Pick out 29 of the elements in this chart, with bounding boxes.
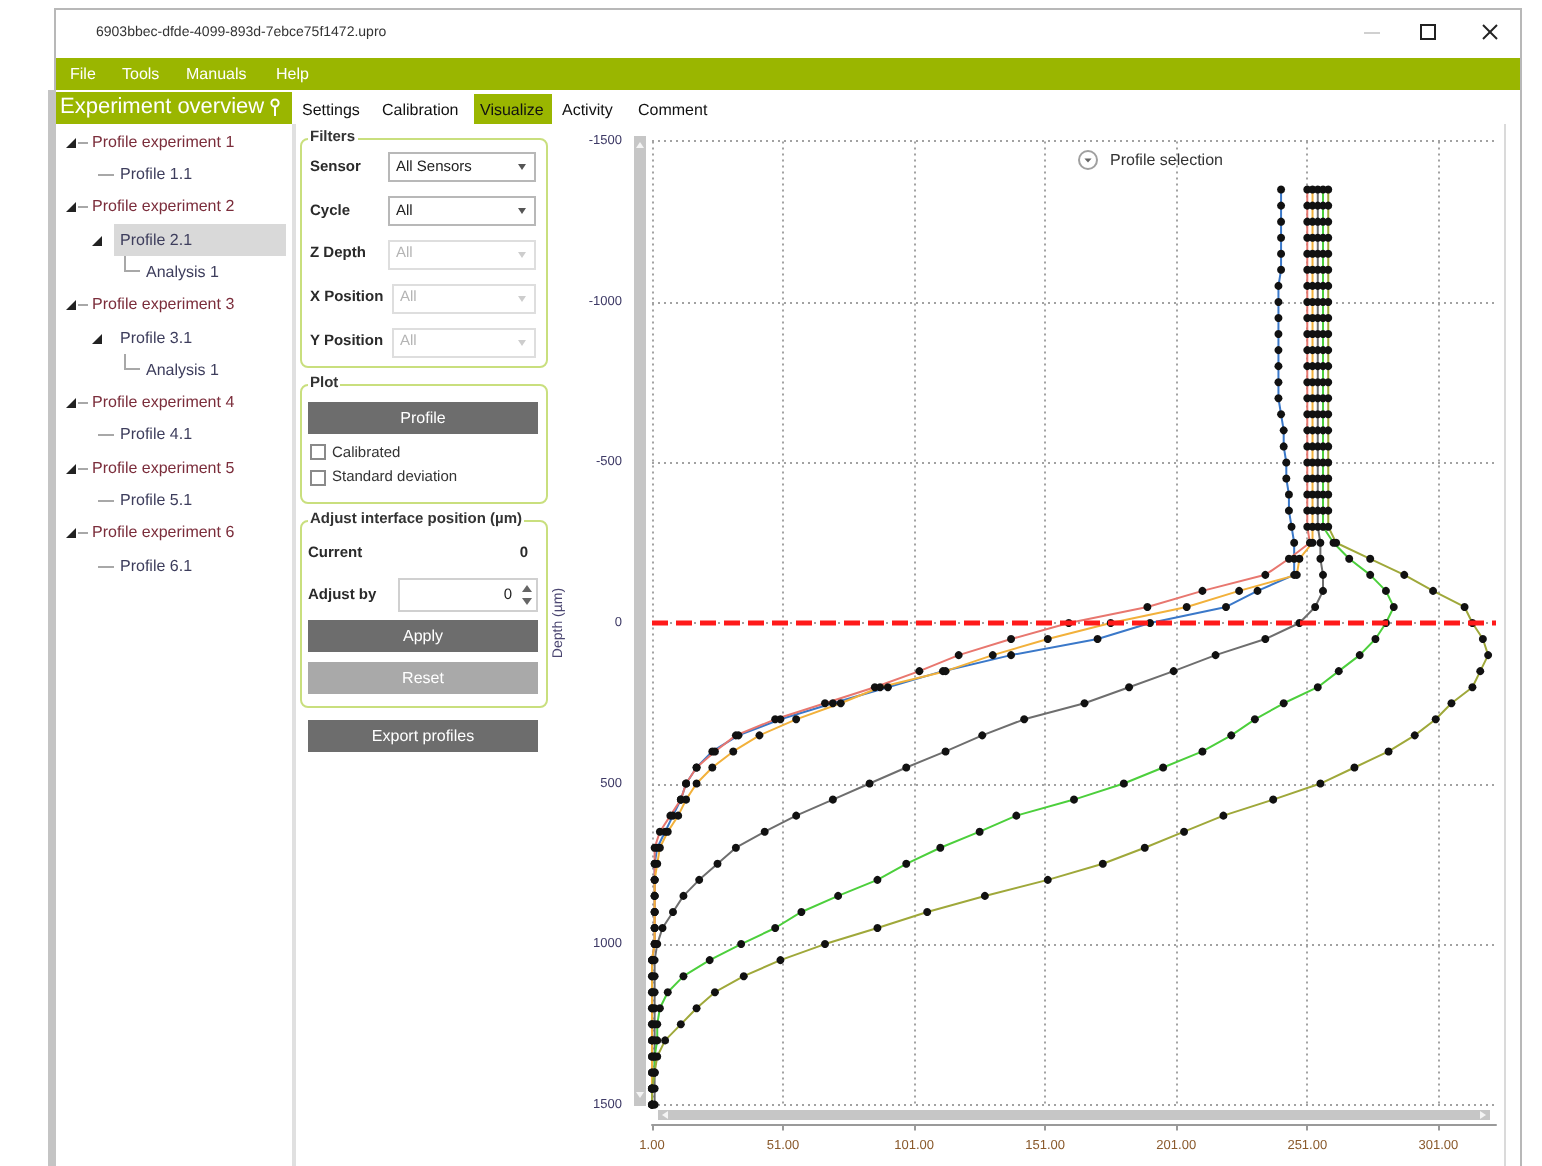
text: Visualize	[480, 100, 544, 120]
text: Comment	[638, 100, 708, 120]
text: Profile experiment 4	[92, 393, 235, 412]
text: Profile 5.1	[120, 490, 193, 510]
text: Manuals	[186, 64, 247, 84]
text: Tools	[122, 64, 160, 84]
text: Reset	[402, 668, 444, 688]
text: Profile 3.1	[120, 327, 193, 347]
text: Apply	[402, 626, 444, 646]
text: Profile experiment 6	[92, 523, 235, 542]
text: Experiment overview	[60, 95, 265, 121]
text: Settings	[302, 100, 360, 120]
text: Profile experiment 3	[92, 295, 235, 314]
text: Export profiles	[371, 725, 475, 745]
text: Profile experiment 1	[92, 132, 235, 151]
text: Profile 2.1	[120, 230, 193, 249]
text: Profile experiment 5	[92, 458, 235, 477]
text: Calibration	[382, 100, 459, 120]
text: Profile	[400, 408, 446, 428]
text: Profile 4.1	[120, 425, 193, 444]
text: Profile 6.1	[120, 556, 193, 575]
text: Profile experiment 2	[92, 197, 235, 216]
annotation: Profile selection	[1110, 150, 1223, 170]
text: File	[70, 64, 96, 84]
text: Analysis 1	[146, 360, 219, 379]
text: Analysis 1	[146, 262, 219, 281]
text: Activity	[562, 100, 613, 120]
text: Help	[276, 64, 309, 84]
text: Profile 1.1	[120, 164, 193, 184]
